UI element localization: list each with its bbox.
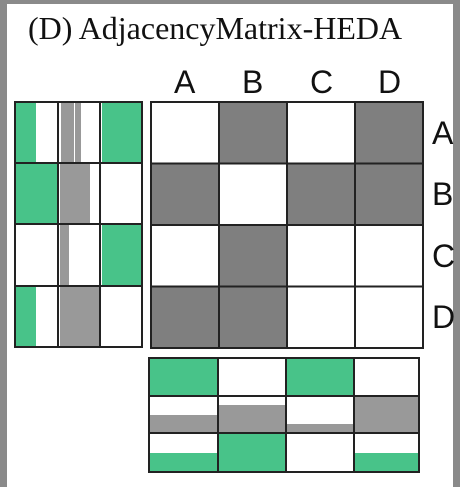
matrix-cell-B-D [354, 162, 424, 226]
bottom-row1-green-a [150, 359, 218, 396]
matrix-cell-D-C [286, 285, 356, 349]
bottom-row2-grey-c [286, 424, 354, 432]
left-row4-grey [60, 286, 100, 347]
row-label-D: D [432, 299, 456, 336]
column-label-C: C [310, 64, 334, 100]
left-row1-grey-thin [75, 103, 81, 163]
left-row2-grey [60, 163, 90, 224]
bottom-row1-green-b [286, 359, 354, 396]
bottom-row3-green-a [150, 453, 218, 471]
row-label-C: C [432, 237, 456, 274]
left-row1-green-a [16, 103, 36, 163]
matrix-cell-D-D [354, 285, 424, 349]
matrix-cell-C-B [218, 224, 288, 288]
column-label-A: A [174, 64, 196, 100]
matrix-cell-D-A [150, 285, 220, 349]
column-label-B: B [242, 64, 264, 100]
row-label-B: B [432, 176, 454, 213]
matrix-cell-D-B [218, 285, 288, 349]
bottom-attribute-panel [148, 357, 420, 473]
matrix-cell-A-B [218, 101, 288, 165]
adjacency-matrix [150, 101, 424, 349]
row-label-A: A [432, 114, 454, 151]
matrix-cell-C-A [150, 224, 220, 288]
left-row1-grey [61, 103, 74, 163]
matrix-cell-B-A [150, 162, 220, 226]
left-row3-grey-thin [60, 224, 69, 286]
bottom-row3-green-c [354, 453, 419, 471]
left-attribute-panel [14, 101, 143, 348]
left-row1-green-b [102, 103, 142, 163]
left-row3-green [102, 224, 142, 286]
left-row2-green [16, 163, 58, 224]
left-row4-green [16, 286, 36, 347]
column-label-D: D [378, 64, 402, 100]
panel-title: (D) AdjacencyMatrix-HEDA [28, 10, 403, 46]
matrix-cell-C-C [286, 224, 356, 288]
bottom-row2-grey-d [354, 396, 419, 432]
bottom-row3-green-b [218, 433, 286, 471]
matrix-cell-C-D [354, 224, 424, 288]
bottom-row2-grey-a [150, 415, 218, 432]
matrix-cell-B-B [218, 162, 288, 226]
matrix-cell-B-C [286, 162, 356, 226]
matrix-cell-A-D [354, 101, 424, 165]
matrix-cell-A-A [150, 101, 220, 165]
matrix-cell-A-C [286, 101, 356, 165]
bottom-row2-grey-b [218, 405, 286, 432]
